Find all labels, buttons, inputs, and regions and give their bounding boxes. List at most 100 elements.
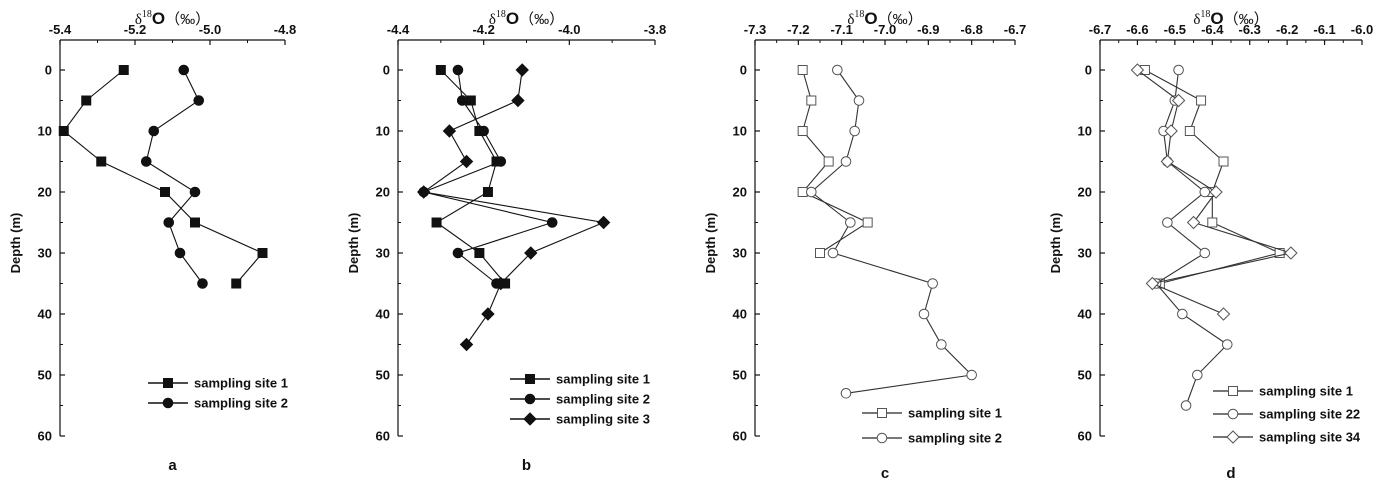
- data-point: [853, 95, 865, 106]
- data-point: [815, 248, 825, 258]
- legend-marker: [524, 393, 536, 405]
- series-3: [416, 63, 611, 352]
- data-point: [918, 308, 930, 320]
- data-point: [927, 278, 938, 289]
- data-point: [174, 247, 186, 259]
- data-point: [806, 186, 817, 198]
- data-point: [1162, 217, 1173, 228]
- title-oxygen: O: [864, 9, 877, 28]
- y-tick-label: 30: [38, 246, 52, 261]
- x-tick-label: -6.7: [1004, 22, 1026, 37]
- title-delta: δ: [489, 12, 496, 28]
- data-point: [474, 248, 485, 258]
- data-point: [1177, 308, 1188, 320]
- title-delta: δ: [847, 12, 854, 28]
- y-axis-label: Depth (m): [346, 213, 361, 274]
- data-point: [452, 64, 464, 76]
- data-point: [1184, 126, 1195, 136]
- title-oxygen: O: [152, 9, 165, 28]
- x-tick-label: -6.7: [1089, 22, 1111, 37]
- x-tick-label: -6.4: [1201, 22, 1224, 37]
- data-point: [1284, 246, 1298, 260]
- series-line: [1155, 69, 1229, 406]
- data-point: [1171, 93, 1186, 108]
- panel-letter: d: [1226, 465, 1235, 480]
- data-point: [118, 65, 129, 75]
- data-point: [478, 125, 489, 137]
- y-tick-label: 10: [1078, 124, 1092, 139]
- data-point: [966, 369, 977, 381]
- series-1: [1139, 65, 1285, 289]
- legend-label: sampling site 2: [194, 396, 288, 411]
- panel-letter: a: [168, 457, 177, 474]
- y-tick-label: 50: [376, 368, 390, 383]
- legend-label: sampling site 1: [556, 372, 650, 387]
- data-point: [452, 247, 464, 259]
- data-point: [459, 337, 474, 352]
- x-tick-label: -6.2: [1276, 22, 1298, 37]
- data-point: [1216, 307, 1231, 321]
- data-point: [1274, 248, 1285, 258]
- data-point: [1196, 95, 1207, 106]
- data-point: [1221, 339, 1233, 350]
- data-point: [849, 125, 860, 137]
- data-point: [1192, 369, 1203, 381]
- data-point: [58, 126, 69, 136]
- data-point: [148, 125, 160, 137]
- data-point: [823, 156, 834, 167]
- title-oxygen: O: [506, 9, 519, 28]
- y-tick-label: 0: [45, 63, 52, 78]
- y-tick-label: 60: [1078, 429, 1092, 444]
- data-point: [806, 95, 817, 106]
- x-tick-label: -7.2: [787, 22, 809, 37]
- x-tick-label: -6.3: [1239, 22, 1261, 37]
- series-line: [422, 69, 606, 345]
- data-point: [1180, 400, 1192, 411]
- x-tick-label: -5.4: [49, 22, 72, 37]
- legend-marker: [877, 408, 887, 418]
- series-2: [806, 64, 977, 399]
- series-3: [1130, 63, 1298, 321]
- data-point: [840, 388, 852, 399]
- data-point: [163, 217, 175, 228]
- x-tick-label: -6.9: [917, 22, 939, 37]
- data-point: [1145, 276, 1160, 291]
- data-point: [1199, 247, 1211, 259]
- data-point: [797, 65, 808, 75]
- data-point: [431, 217, 442, 228]
- legend-marker: [523, 412, 537, 426]
- y-tick-label: 40: [1078, 307, 1092, 322]
- y-tick-label: 20: [1078, 185, 1092, 200]
- chart-title: δ18O（‰）: [489, 9, 564, 28]
- y-axis-label: Depth (m): [1048, 213, 1063, 274]
- data-point: [1130, 63, 1145, 77]
- data-point: [1209, 185, 1223, 199]
- series-1: [797, 65, 873, 258]
- y-tick-label: 10: [376, 124, 390, 139]
- title-superscript: 18: [496, 9, 506, 20]
- x-tick-label: -4.2: [472, 22, 494, 37]
- y-tick-label: 20: [733, 185, 747, 200]
- legend-marker: [1227, 408, 1239, 420]
- legend: sampling site 1 sampling site 2: [862, 406, 1002, 446]
- x-tick-label: -6.6: [1126, 22, 1148, 37]
- chart-title: δ18O（‰）: [847, 9, 922, 28]
- series-2: [418, 64, 558, 289]
- legend-label: sampling site 3: [556, 412, 650, 427]
- data-point: [416, 185, 431, 199]
- series-line: [63, 69, 264, 284]
- legend-label: sampling site 1: [194, 376, 288, 391]
- y-tick-label: 40: [733, 307, 747, 322]
- data-point: [482, 187, 493, 197]
- data-point: [96, 156, 107, 167]
- title-superscript: 18: [1200, 9, 1210, 20]
- legend-label: sampling site 34: [1259, 430, 1361, 445]
- series-line: [1144, 69, 1282, 285]
- data-point: [456, 95, 468, 106]
- y-tick-label: 20: [376, 185, 390, 200]
- data-point: [189, 186, 201, 198]
- data-point: [231, 278, 242, 289]
- x-tick-label: -3.8: [644, 22, 666, 37]
- data-point: [862, 217, 873, 228]
- legend-label: sampling site 1: [1259, 384, 1353, 399]
